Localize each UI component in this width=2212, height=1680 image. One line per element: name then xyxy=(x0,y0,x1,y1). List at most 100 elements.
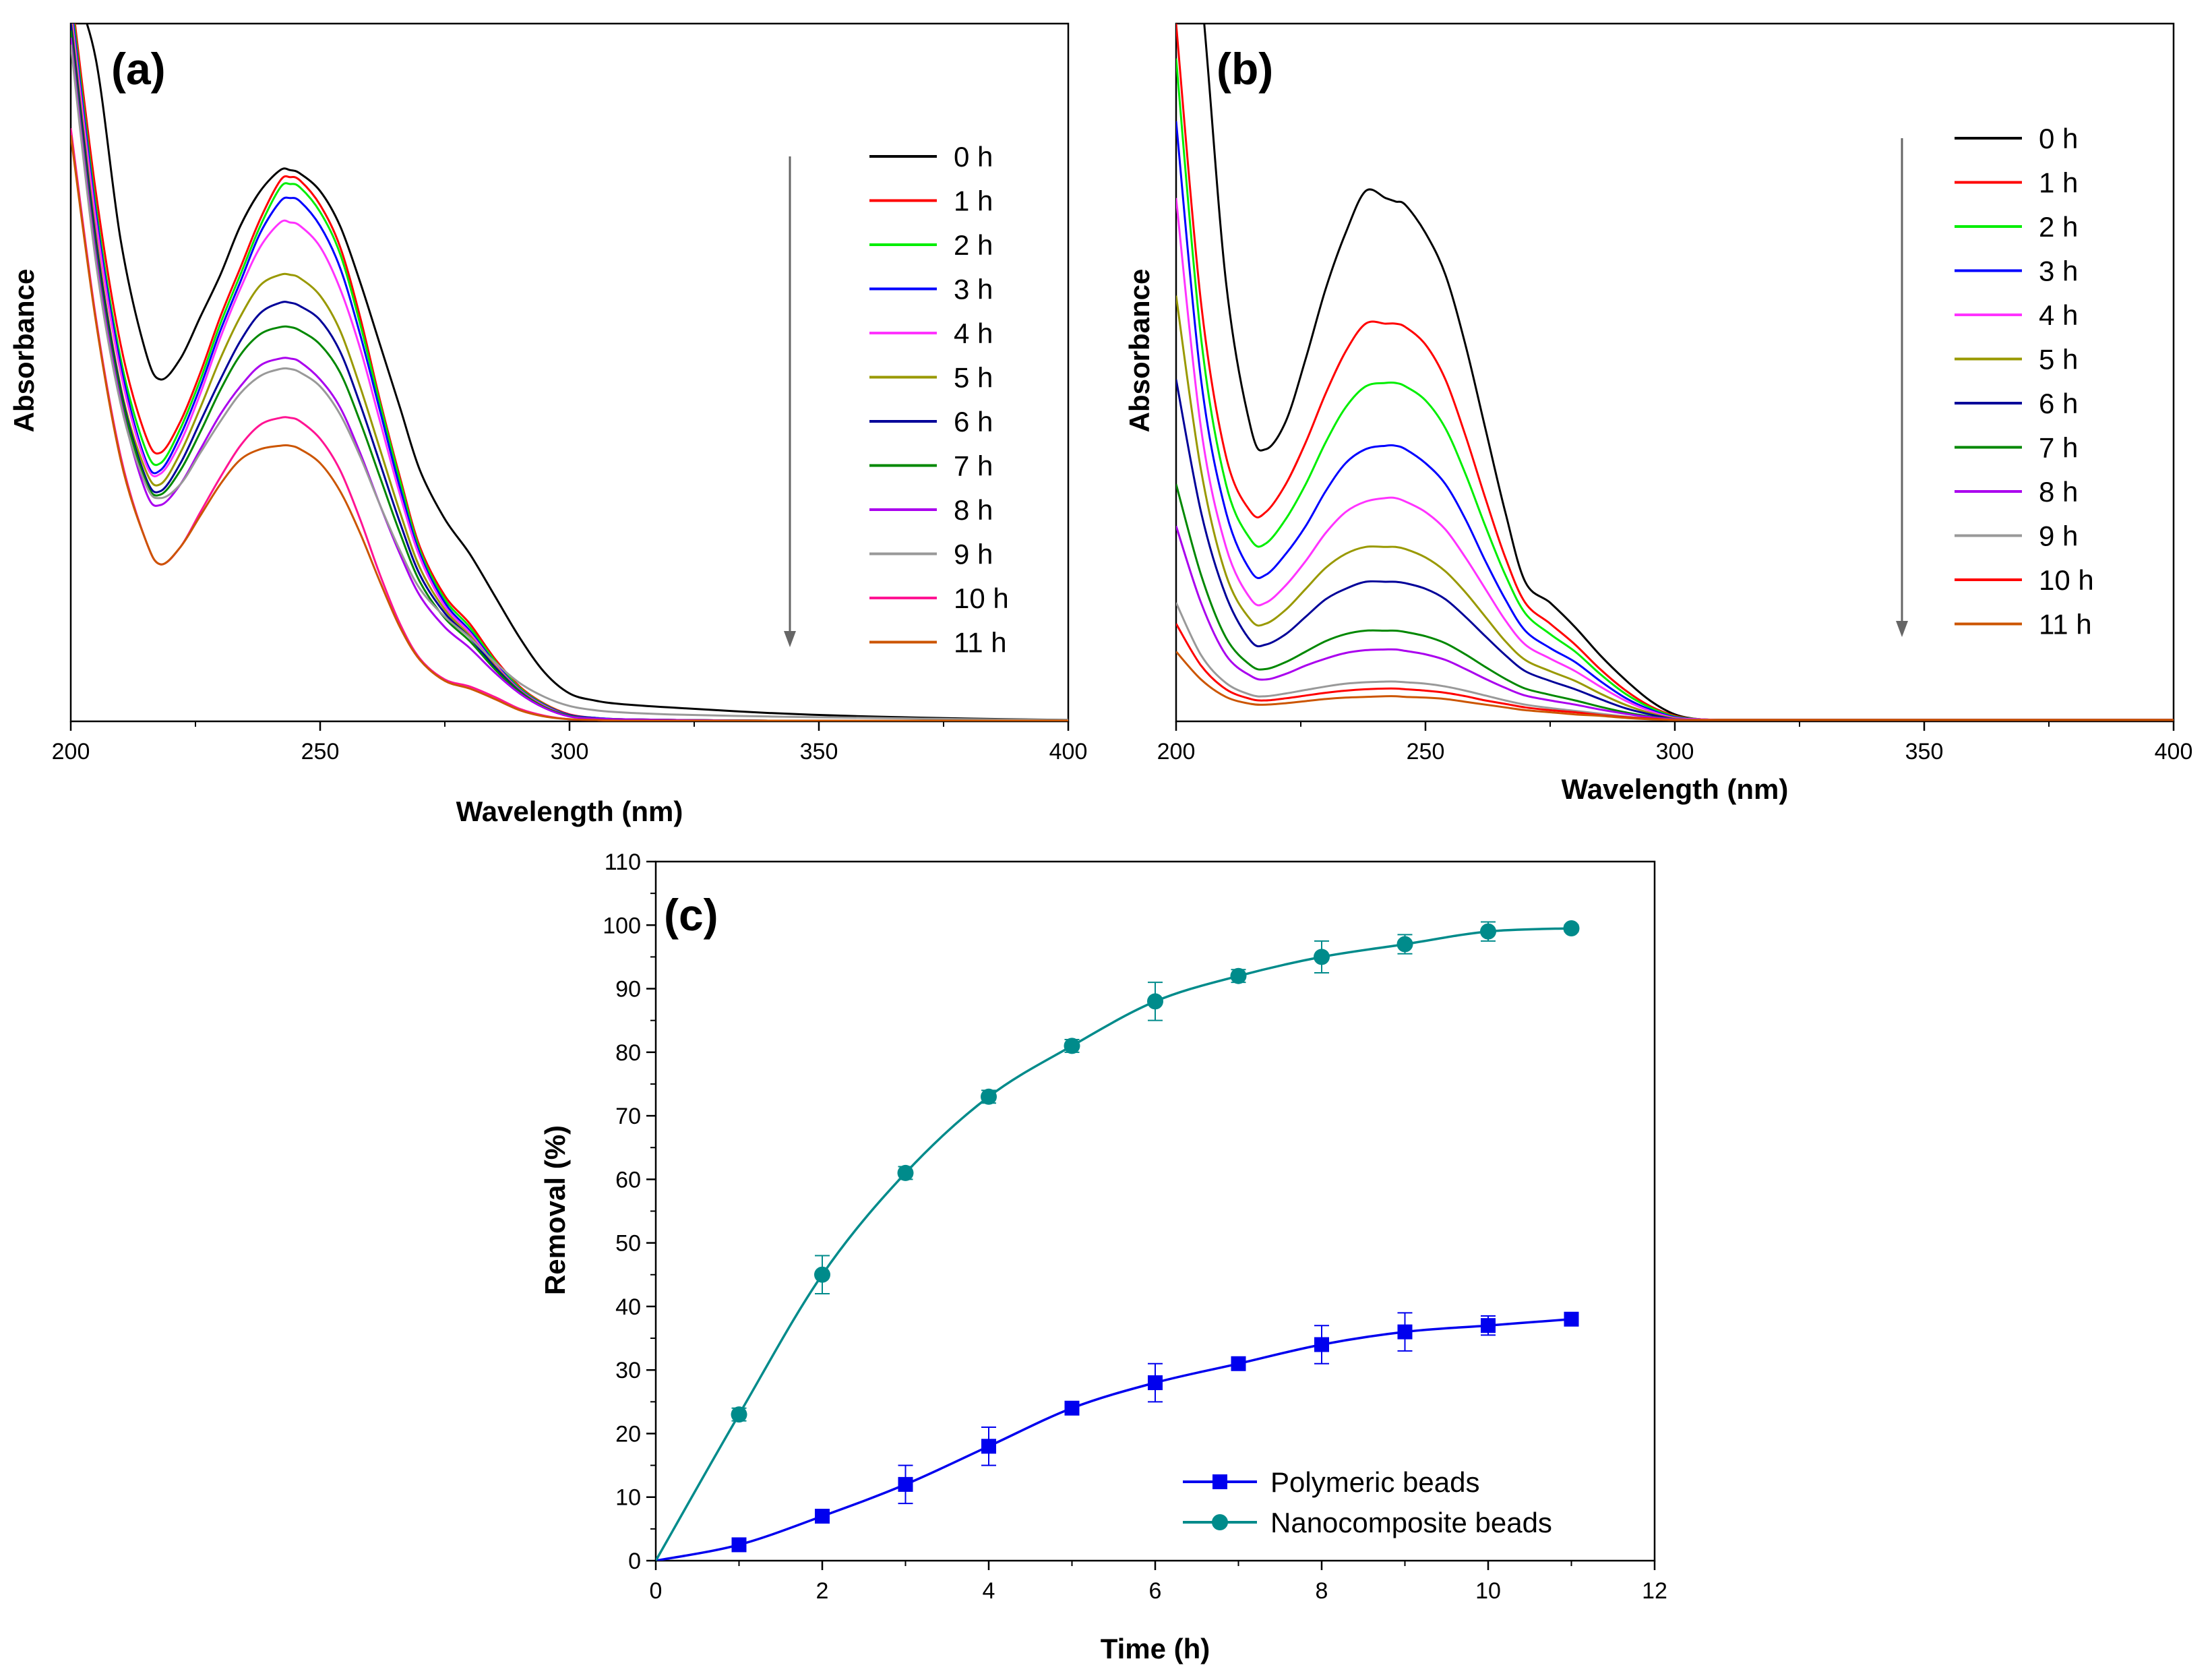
legend-label: 11 h xyxy=(954,627,1007,659)
series-line-6 xyxy=(1176,379,2174,721)
legend-label: Nanocomposite beads xyxy=(1270,1507,1552,1538)
x-tick-label: 0 xyxy=(650,1578,663,1604)
data-point-circle xyxy=(731,1406,747,1423)
legend-label: 7 h xyxy=(2039,432,2078,464)
plot-frame xyxy=(654,860,1656,1562)
y-tick-label: 90 xyxy=(615,977,641,1002)
panel-label: (c) xyxy=(664,890,718,940)
x-tick-label: 2 xyxy=(816,1578,829,1604)
panel-label: (a) xyxy=(111,44,166,94)
legend-label: Polymeric beads xyxy=(1270,1466,1479,1498)
data-point-square xyxy=(815,1509,830,1524)
legend-label: 9 h xyxy=(954,539,993,570)
series-line-8 xyxy=(1176,525,2174,721)
y-tick-label: 30 xyxy=(615,1358,641,1383)
legend-label: 4 h xyxy=(2039,299,2078,331)
data-point-circle xyxy=(1230,967,1247,984)
plot-area xyxy=(1176,24,2174,721)
series-line-3 xyxy=(72,24,1068,721)
legend-label: 8 h xyxy=(954,494,993,526)
panel-b: 200 250 300 350 400 Wavelength (nm) Absorbance… xyxy=(1124,22,2193,805)
legend-label: 10 h xyxy=(2039,564,2094,596)
data-point-circle xyxy=(1480,923,1496,940)
panel-a: 200 250 300 350 400 Wavelength (nm) Absorbance… xyxy=(8,22,1088,827)
x-tick-label: 8 xyxy=(1316,1578,1328,1604)
legend-label: 6 h xyxy=(954,406,993,438)
legend-label: 5 h xyxy=(2039,344,2078,376)
series-line-1 xyxy=(1176,24,2174,721)
legend-label: 3 h xyxy=(2039,256,2078,287)
panel-label: (b) xyxy=(1217,44,1273,94)
data-point-square xyxy=(1481,1318,1496,1333)
legend-label: 5 h xyxy=(954,362,993,394)
data-point-circle xyxy=(1147,993,1163,1010)
legend-marker-circle xyxy=(1212,1514,1228,1530)
x-tick-label: 200 xyxy=(52,739,90,764)
plot-area xyxy=(71,24,1068,721)
plot-frame xyxy=(69,22,1070,723)
legend-label: 10 h xyxy=(954,582,1009,614)
data-point-circle xyxy=(1563,920,1580,936)
trend-arrow-head xyxy=(784,631,796,647)
legend-label: 1 h xyxy=(954,185,993,217)
y-axis-label: Absorbance xyxy=(8,269,40,433)
x-tick-label: 400 xyxy=(2155,739,2193,764)
y-tick-label: 70 xyxy=(615,1104,641,1129)
data-point-square xyxy=(1397,1324,1413,1340)
data-point-square xyxy=(1064,1400,1080,1416)
series-line-5 xyxy=(71,24,1068,721)
legend-label: 1 h xyxy=(2039,167,2078,199)
data-point-square xyxy=(1231,1356,1246,1371)
series-line-0 xyxy=(86,24,1068,721)
x-axis-label: Wavelength (nm) xyxy=(1562,773,1789,805)
y-tick-label: 10 xyxy=(615,1485,641,1511)
x-tick-label: 4 xyxy=(983,1578,995,1604)
data-point-circle xyxy=(1396,936,1413,953)
series-line-9 xyxy=(71,44,1068,721)
legend-marker-square xyxy=(1212,1474,1227,1489)
x-tick-label: 300 xyxy=(551,739,589,764)
x-tick-label: 10 xyxy=(1475,1578,1501,1604)
series-line-9 xyxy=(1176,602,2174,721)
legend-label: 4 h xyxy=(954,318,993,349)
x-axis-label: Time (h) xyxy=(1101,1633,1210,1664)
y-tick-label: 40 xyxy=(615,1294,641,1320)
x-tick-label: 400 xyxy=(1049,739,1088,764)
series-line-3 xyxy=(1176,121,2174,721)
y-tick-label: 60 xyxy=(615,1167,641,1193)
x-tick-label: 12 xyxy=(1642,1578,1667,1604)
series-line-11 xyxy=(1176,651,2174,721)
series-line-7 xyxy=(1176,483,2174,721)
legend-label: 11 h xyxy=(2039,609,2092,640)
y-tick-label: 50 xyxy=(615,1231,641,1257)
data-point-circle xyxy=(814,1266,830,1283)
series-line-4 xyxy=(71,24,1068,721)
legend-label: 8 h xyxy=(2039,476,2078,508)
legend-label: 2 h xyxy=(2039,211,2078,243)
x-tick-label: 350 xyxy=(1905,739,1944,764)
y-tick-label: 110 xyxy=(605,849,641,875)
x-tick-label: 250 xyxy=(1407,739,1445,764)
legend-label: 3 h xyxy=(954,274,993,305)
data-point-circle xyxy=(981,1088,997,1105)
legend-label: 6 h xyxy=(2039,388,2078,419)
plot-frame xyxy=(1175,22,2175,723)
legend-label: 2 h xyxy=(954,229,993,261)
x-tick-label: 350 xyxy=(800,739,838,764)
x-axis-label: Wavelength (nm) xyxy=(456,796,683,827)
legend-label: 0 h xyxy=(954,141,993,173)
series-line-5 xyxy=(1176,295,2174,721)
legend-label: 0 h xyxy=(2039,123,2078,154)
y-tick-label: 20 xyxy=(615,1421,641,1447)
data-point-circle xyxy=(897,1164,914,1181)
series-line-10 xyxy=(1176,623,2174,721)
data-point-circle xyxy=(1314,949,1330,965)
y-tick-label: 0 xyxy=(628,1549,641,1574)
series-line-0 xyxy=(1203,24,2174,721)
data-point-square xyxy=(898,1476,913,1492)
data-point-square xyxy=(1148,1375,1163,1391)
data-point-square xyxy=(1314,1337,1329,1352)
panel-c: 0 2 4 6 8 10 12 0 10 20 30 40 50 60 70 80 90 100 110 Time (… xyxy=(539,849,1667,1664)
x-tick-label: 200 xyxy=(1157,739,1196,764)
